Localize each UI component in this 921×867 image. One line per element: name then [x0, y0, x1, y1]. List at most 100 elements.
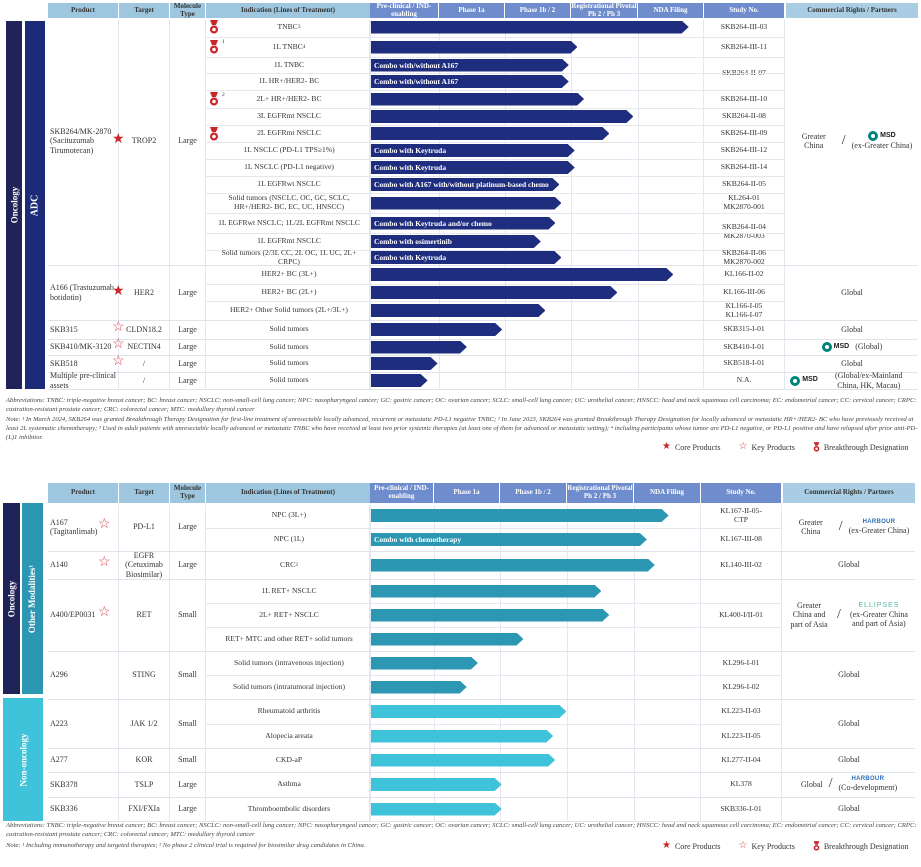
- bottom-abbreviations: Abbreviations: TNBC: triple-negative bre…: [6, 822, 917, 838]
- study-number: KL223-II-05: [721, 730, 761, 740]
- row-divider: [206, 125, 784, 126]
- product-divider: [48, 651, 915, 652]
- ellipses-logo: ELLIPSES: [858, 601, 900, 609]
- commercial-rights: Global: [838, 718, 860, 728]
- molecule-type: Large: [178, 342, 197, 352]
- product-target: CLDN18.2: [126, 324, 162, 334]
- indication-label: Thromboembolic disorders: [247, 803, 331, 813]
- indication-footnote: 4: [302, 43, 306, 50]
- progress-bar: Combo with A167 with/without platinum-ba…: [371, 178, 559, 191]
- indication-label: Solid tumors: [269, 358, 309, 368]
- indication: Solid tumors: [210, 320, 368, 339]
- molecule-type: Large: [178, 804, 197, 814]
- progress-bar: [371, 585, 601, 598]
- product-target: EGFR (Cetuximab Biosimilar): [125, 551, 163, 579]
- rights-partner-region: (ex-Greater China and part of Asia): [849, 609, 908, 629]
- progress-bar: Combo with Keytruda: [371, 251, 561, 264]
- product-target: RET: [136, 610, 152, 620]
- grid-line: [118, 20, 119, 389]
- indication-label: 1L TNBC: [272, 41, 303, 51]
- commercial-rights: Global: [841, 287, 863, 297]
- indication-label: RET+ MTC and other RET+ solid tumors: [225, 633, 353, 643]
- product-name: SKB378: [50, 779, 78, 789]
- indication: 1L RET+ NSCLC: [210, 579, 368, 603]
- key-product-star-icon: ☆: [98, 605, 111, 620]
- indication: 1L HR+/HER2- BC: [210, 73, 368, 90]
- product-divider: [48, 389, 918, 390]
- study-number: SKB264-II-06 MK2870-002: [722, 247, 766, 266]
- progress-bar: [371, 127, 609, 140]
- row-divider: [206, 528, 781, 529]
- header-phase-2: Phase 1a: [434, 483, 499, 503]
- rights-region: Global: [800, 779, 823, 789]
- indication-label: 1L HR+/HER2- BC: [258, 76, 320, 86]
- commercial-rights: MSD (Global/ex-Mainland China, HK, Macau): [786, 371, 918, 390]
- product-target: TROP2: [131, 136, 157, 146]
- grid-line: [634, 505, 635, 821]
- rights-partner-region: (ex-Greater China): [848, 525, 910, 535]
- indication-label: 2L EGFRmt NSCLC: [257, 128, 321, 138]
- indication: Solid tumors (2/3L CC, 2L OC, 1L UC, 2L+…: [210, 248, 368, 266]
- product-divider: [48, 372, 918, 373]
- row-divider: [206, 57, 784, 58]
- header-phase-2: Phase 1a: [439, 3, 504, 18]
- medal-footnote: 1: [222, 39, 225, 45]
- commercial-rights: Global / HARBOUR (Co-development): [783, 772, 915, 797]
- core-product-star-icon: ★: [112, 283, 125, 299]
- rights-partner: HARBOUR (ex-Greater China): [849, 519, 910, 535]
- study-number: SKB264-III-10: [720, 93, 768, 103]
- molecule-type: Large: [178, 287, 197, 297]
- header-indication: Indication (Lines of Treatment): [206, 483, 370, 503]
- study-number: KL378: [730, 779, 752, 789]
- commercial-rights: Greater China / MSD (ex-Greater China): [786, 17, 918, 265]
- category-non-oncology: Non-oncology: [3, 698, 43, 821]
- product-name: SKB315: [50, 324, 78, 334]
- indication: Alopecia areata: [210, 724, 368, 748]
- progress-bar: [371, 681, 467, 694]
- product-name: SKB410/MK-3120: [50, 342, 112, 352]
- study-number: SKB315-I-01: [723, 324, 765, 334]
- product-target: NECTIN4: [127, 342, 161, 352]
- breakthrough-medal-icon: [210, 126, 218, 140]
- indication: HER2+ Other Solid tumors (2L+/3L+): [210, 301, 368, 320]
- study-number: SKB264-III-09: [720, 128, 768, 138]
- progress-bar: Combo with chemotherapy: [371, 533, 647, 546]
- top-pipeline-table: Oncology ADC Product Target Molecule Type Ind…: [6, 2, 918, 390]
- indication: 1L NSCLC (PD-L1 negative): [210, 159, 368, 176]
- legend-core-label: Core Products: [674, 841, 721, 851]
- indication: Solid tumors: [210, 355, 368, 372]
- indication: CKD-aP: [210, 748, 368, 772]
- header-product: Product: [48, 3, 118, 18]
- msd-logo-text: MSD: [833, 342, 850, 350]
- progress-bar: [371, 730, 553, 743]
- grid-line: [205, 505, 206, 821]
- progress-bar: [371, 633, 523, 646]
- progress-bar: [371, 341, 467, 354]
- medal-footnote: 2: [222, 92, 225, 98]
- indication: Asthma: [210, 772, 368, 797]
- product-divider: [48, 699, 915, 700]
- progress-bar: [371, 286, 617, 299]
- study-number: SKB264-II-04 MK2870-003: [722, 221, 766, 240]
- row-divider: [206, 73, 784, 74]
- header-study: Study No.: [701, 483, 781, 503]
- rights-partner: ELLIPSES (ex-Greater China and part of As…: [847, 602, 911, 628]
- bottom-note: Note: ¹ Including immunotherapy and targ…: [6, 842, 366, 849]
- msd-logo-text: MSD: [880, 132, 896, 140]
- header-rights: Commercial Rights / Partners: [783, 483, 915, 503]
- progress-bar: [371, 304, 545, 317]
- row-divider: [206, 142, 784, 143]
- indication-label: 1L EGFRwt NSCLC: [257, 179, 321, 189]
- row-divider: [206, 250, 784, 251]
- study-number: SKB264-III-14: [720, 162, 768, 172]
- indication: Thromboembolic disorders: [210, 797, 368, 821]
- rights-slash: /: [837, 606, 841, 622]
- rights-partner: HARBOUR (Co-development): [839, 776, 898, 792]
- grid-line: [700, 505, 701, 821]
- header-phase-3: Phase 1b / 2: [500, 483, 566, 503]
- grid-line: [370, 505, 371, 821]
- rights-text: (Global): [855, 342, 883, 352]
- product-divider: [48, 797, 915, 798]
- key-star-icon: ☆: [738, 840, 748, 851]
- header-study: Study No.: [704, 3, 784, 18]
